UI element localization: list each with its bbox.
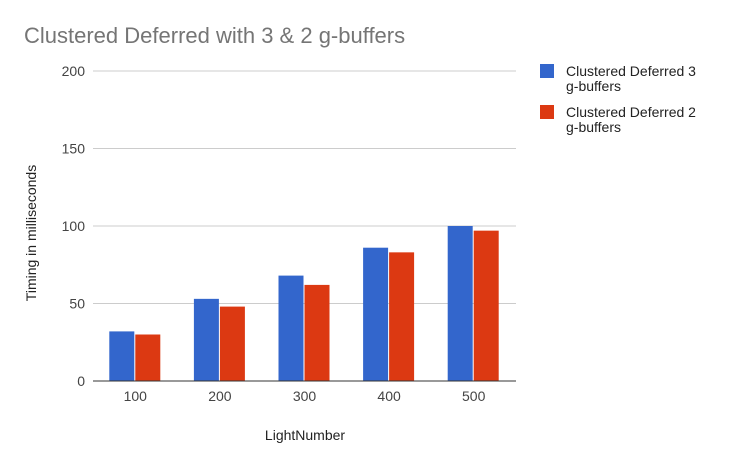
bar-2-200 (219, 306, 245, 381)
bar-1-400 (363, 247, 389, 381)
y-tick-label: 100 (62, 218, 86, 234)
bar-1-500 (447, 226, 473, 381)
bar-2-400 (389, 252, 415, 381)
y-tick-label: 50 (69, 296, 85, 312)
legend-label-2: g-buffers (566, 119, 621, 135)
bar-1-300 (278, 275, 304, 381)
legend-swatch-2 (540, 105, 554, 119)
legend-swatch-1 (540, 64, 554, 78)
x-tick-label: 500 (462, 388, 486, 404)
legend-label-2: Clustered Deferred 2 (566, 104, 696, 120)
legend-label-1: Clustered Deferred 3 (566, 63, 696, 79)
y-tick-label: 0 (77, 373, 85, 389)
x-tick-label: 400 (377, 388, 401, 404)
x-tick-label: 100 (124, 388, 148, 404)
bar-1-100 (109, 331, 135, 381)
x-axis-title: LightNumber (265, 427, 345, 443)
bar-1-200 (193, 298, 219, 381)
bar-2-500 (473, 230, 499, 381)
y-axis-ticks: 0 50 100 150 200 (62, 63, 86, 389)
y-tick-label: 200 (62, 63, 86, 79)
bars (109, 226, 499, 381)
bar-2-100 (135, 334, 161, 381)
legend-label-1: g-buffers (566, 78, 621, 94)
x-tick-label: 200 (208, 388, 232, 404)
chart-title: Clustered Deferred with 3 & 2 g-buffers (24, 23, 405, 48)
x-axis-ticks: 100 200 300 400 500 (124, 388, 486, 404)
bar-2-300 (304, 284, 330, 381)
y-tick-label: 150 (62, 141, 86, 157)
y-axis-title: Timing in milliseconds (23, 165, 39, 301)
x-tick-label: 300 (293, 388, 317, 404)
